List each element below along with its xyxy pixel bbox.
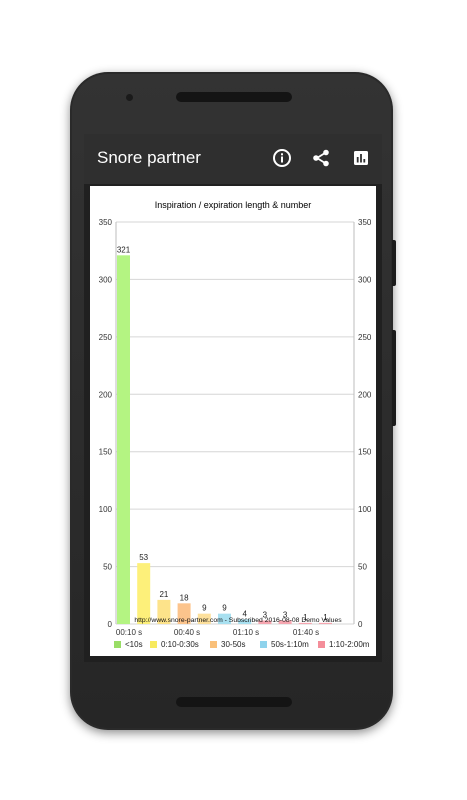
bar-chart-icon[interactable]	[350, 147, 372, 169]
y-tick-label-right: 150	[358, 448, 372, 457]
phone-screen: Snore partner	[84, 134, 382, 662]
chart-title: Inspiration / expiration length & number	[154, 200, 312, 210]
legend-label: 30-50s	[221, 640, 245, 649]
chart-bar	[177, 603, 191, 624]
bar-value-label: 3	[263, 611, 268, 620]
bar-value-label: 1	[323, 613, 328, 622]
y-tick-label-right: 350	[358, 218, 372, 227]
chart-bar	[298, 622, 312, 624]
chart-bar	[218, 613, 231, 624]
bar-value-label: 3	[283, 611, 288, 620]
chart-footer-note: http://www.snore-partner.com - Subscribe…	[134, 617, 342, 624]
earpiece-speaker	[176, 92, 292, 102]
x-tick-label: 00:40 s	[174, 628, 200, 637]
chart-bar	[319, 622, 332, 624]
y-tick-label-right: 300	[358, 275, 372, 284]
x-tick-label: 00:10 s	[116, 628, 142, 637]
legend-label: 1:10-2:00m	[329, 640, 370, 649]
y-tick-label-left: 150	[99, 448, 113, 457]
y-tick-label-left: 250	[99, 333, 113, 342]
y-tick-label-left: 100	[99, 505, 113, 514]
y-tick-label-left: 50	[103, 563, 112, 572]
chart-bar	[278, 620, 292, 624]
chart-bar	[117, 255, 130, 624]
legend-swatch	[150, 641, 157, 648]
legend-swatch	[210, 641, 217, 648]
bar-value-label: 21	[159, 590, 168, 599]
content-area: Inspiration / expiration length & number…	[84, 184, 382, 662]
legend-swatch	[318, 641, 325, 648]
app-bar: Snore partner	[84, 134, 382, 184]
info-icon[interactable]	[271, 147, 293, 169]
x-tick-label: 01:10 s	[233, 628, 259, 637]
chart-bar	[137, 563, 151, 624]
chart-bar	[157, 599, 171, 624]
app-title: Snore partner	[97, 148, 201, 167]
power-button	[392, 330, 396, 426]
legend-swatch	[260, 641, 267, 648]
bottom-speaker	[176, 697, 292, 707]
chart-bar	[197, 613, 211, 624]
front-camera	[126, 94, 133, 101]
legend-swatch	[114, 641, 121, 648]
bar-value-label: 9	[202, 604, 207, 613]
chart-bar	[238, 619, 252, 624]
bar-value-label: 321	[117, 245, 131, 254]
bar-value-label: 9	[222, 604, 227, 613]
y-tick-label-left: 300	[99, 275, 113, 284]
legend-label: 0:10-0:30s	[161, 640, 199, 649]
legend-label: 50s-1:10m	[271, 640, 309, 649]
y-tick-label-right: 100	[358, 505, 372, 514]
chart-card: Inspiration / expiration length & number…	[90, 186, 376, 656]
y-tick-label-right: 0	[358, 620, 363, 629]
volume-button	[392, 240, 396, 286]
y-tick-label-left: 350	[99, 218, 113, 227]
bar-value-label: 53	[139, 553, 148, 562]
y-tick-label-left: 0	[108, 620, 113, 629]
legend-label: <10s	[125, 640, 143, 649]
chart-bar	[258, 620, 272, 624]
y-tick-label-right: 250	[358, 333, 372, 342]
share-icon[interactable]	[310, 147, 332, 169]
bar-value-label: 4	[242, 609, 247, 618]
y-tick-label-left: 200	[99, 390, 113, 399]
bar-value-label: 1	[303, 613, 308, 622]
y-tick-label-right: 200	[358, 390, 372, 399]
y-tick-label-right: 50	[358, 563, 367, 572]
x-tick-label: 01:40 s	[293, 628, 319, 637]
bar-value-label: 18	[180, 593, 189, 602]
